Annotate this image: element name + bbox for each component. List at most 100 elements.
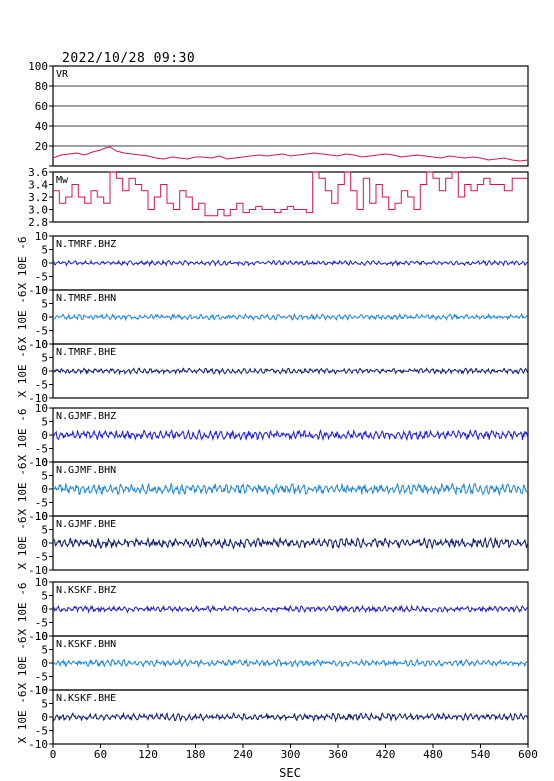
y-tick-label: 80 [35, 80, 48, 93]
y-tick-label: 0 [41, 365, 48, 378]
y-tick-label: -10 [28, 738, 48, 751]
panel-frame [52, 65, 529, 167]
y-tick-label: 5 [41, 298, 48, 311]
y-axis-label: X 10E -6 [16, 291, 29, 344]
series-line [52, 146, 529, 162]
y-tick-label: 0 [41, 657, 48, 670]
y-tick-label: -5 [35, 271, 48, 284]
series-line [52, 482, 529, 497]
y-tick-label: -5 [35, 443, 48, 456]
y-tick-label: 20 [35, 140, 48, 153]
y-tick-label: -5 [35, 497, 48, 510]
x-tick-label: 600 [518, 748, 538, 761]
y-tick-label: 5 [41, 352, 48, 365]
y-tick-label: 40 [35, 120, 48, 133]
y-tick-label: 5 [41, 416, 48, 429]
y-tick-label: -10 [28, 456, 48, 469]
series-line [52, 657, 529, 669]
x-tick-label: 120 [138, 748, 158, 761]
y-tick-label: 5 [41, 644, 48, 657]
y-tick-label: 0 [41, 711, 48, 724]
y-tick-label: -10 [28, 564, 48, 577]
y-tick-label: 5 [41, 524, 48, 537]
x-tick-label: 300 [281, 748, 301, 761]
panel-frame [52, 235, 529, 291]
panel-frame [52, 171, 529, 223]
series-line [53, 171, 528, 217]
y-tick-label: -5 [35, 617, 48, 630]
y-tick-label: -5 [35, 379, 48, 392]
y-tick-label: 60 [35, 100, 48, 113]
series-line [52, 711, 529, 723]
y-tick-label: 10 [35, 630, 48, 643]
y-tick-label: 10 [35, 284, 48, 297]
y-tick-label: 3.6 [28, 166, 48, 179]
panel-label: N.GJMF.BHN [56, 465, 116, 476]
x-tick-label: 60 [94, 748, 107, 761]
y-tick-label: 0 [41, 483, 48, 496]
series-line [53, 536, 529, 550]
y-tick-label: -5 [35, 325, 48, 338]
panel-label: N.KSKF.BHE [56, 693, 116, 704]
y-tick-label: 10 [35, 456, 48, 469]
y-axis-label: X 10E -6 [16, 691, 29, 744]
y-tick-label: -5 [35, 671, 48, 684]
panel-label: N.GJMF.BHE [56, 519, 116, 530]
panel-label: Mw [56, 175, 69, 186]
y-tick-label: 5 [41, 244, 48, 257]
y-tick-label: 10 [35, 402, 48, 415]
series-line [52, 259, 528, 268]
y-tick-label: 5 [41, 590, 48, 603]
y-axis-label: X 10E -6 [16, 583, 29, 636]
y-axis-label: X 10E -6 [16, 345, 29, 398]
y-tick-label: -5 [35, 551, 48, 564]
y-tick-label: 5 [41, 698, 48, 711]
y-tick-label: 3.4 [28, 179, 48, 192]
chart-panels: 20406080100VR2.83.03.23.43.6Mw-10-50510N… [16, 60, 538, 761]
y-tick-label: 10 [35, 510, 48, 523]
x-tick-label: 420 [376, 748, 396, 761]
chart-title: 2022/10/28 09:30 [62, 51, 195, 66]
y-tick-label: 10 [35, 230, 48, 243]
y-tick-label: -10 [28, 630, 48, 643]
panel-label: N.TMRF.BHZ [56, 239, 116, 250]
x-tick-label: 360 [328, 748, 348, 761]
y-tick-label: 0 [41, 429, 48, 442]
panel-label: N.GJMF.BHZ [56, 411, 116, 422]
x-tick-label: 240 [233, 748, 253, 761]
series-line [52, 367, 529, 376]
x-tick-label: 480 [423, 748, 443, 761]
panel-label: N.KSKF.BHN [56, 639, 116, 650]
y-tick-label: 0 [41, 537, 48, 550]
y-axis-label: X 10E -6 [16, 637, 29, 690]
y-axis-label: X 10E -6 [16, 409, 29, 462]
x-axis-label: SEC [279, 766, 301, 780]
y-tick-label: 0 [41, 603, 48, 616]
y-tick-label: 3.0 [28, 204, 48, 217]
panel-label: N.KSKF.BHZ [56, 585, 116, 596]
panel-label: N.TMRF.BHN [56, 293, 116, 304]
y-axis-label: X 10E -6 [16, 517, 29, 570]
y-tick-label: 3.2 [28, 191, 48, 204]
y-tick-label: 100 [28, 60, 48, 73]
y-tick-label: -10 [28, 684, 48, 697]
panel-label: VR [56, 69, 69, 80]
y-tick-label: 0 [41, 257, 48, 270]
series-line [52, 312, 529, 322]
y-tick-label: 10 [35, 684, 48, 697]
series-line [52, 428, 529, 442]
y-tick-label: 10 [35, 338, 48, 351]
y-tick-label: -10 [28, 284, 48, 297]
x-tick-label: 0 [50, 748, 57, 761]
y-tick-label: 2.8 [28, 216, 48, 229]
panel-label: N.TMRF.BHE [56, 347, 116, 358]
y-tick-label: -10 [28, 392, 48, 405]
y-axis-label: X 10E -6 [16, 237, 29, 290]
y-tick-label: 0 [41, 311, 48, 324]
x-tick-label: 180 [186, 748, 206, 761]
y-axis-label: X 10E -6 [16, 463, 29, 516]
y-tick-label: -5 [35, 725, 48, 738]
y-tick-label: 5 [41, 470, 48, 483]
series-line [53, 604, 529, 614]
